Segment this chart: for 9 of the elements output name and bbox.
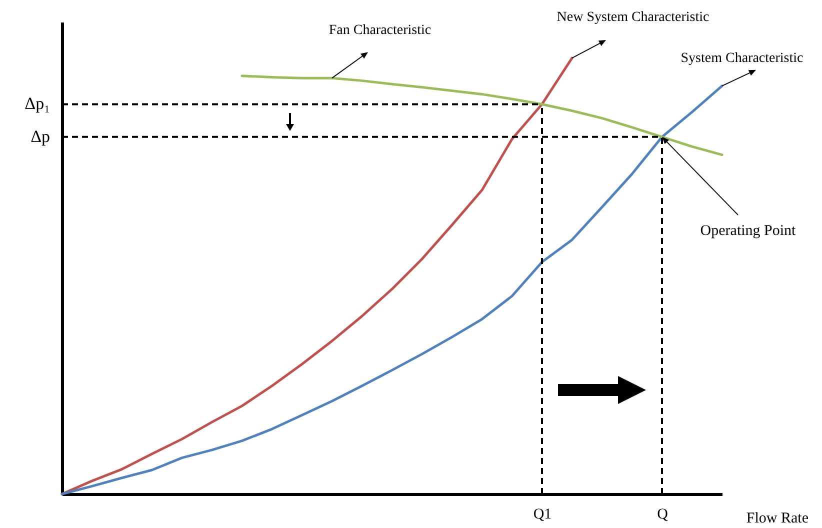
text: Fan Characteristic [328, 23, 432, 38]
ref-line-label: Δp [30, 126, 50, 146]
x-tick-label: Q [657, 506, 668, 522]
text: New System Characteristic [556, 10, 710, 26]
x-axis-title: Flow Rate [746, 510, 809, 526]
ref-line-label: Δp₁ [24, 94, 50, 114]
annotation: Operating Point [700, 222, 797, 239]
x-tick-label: Q1 [533, 506, 552, 522]
text: System Characteristic [680, 50, 804, 66]
